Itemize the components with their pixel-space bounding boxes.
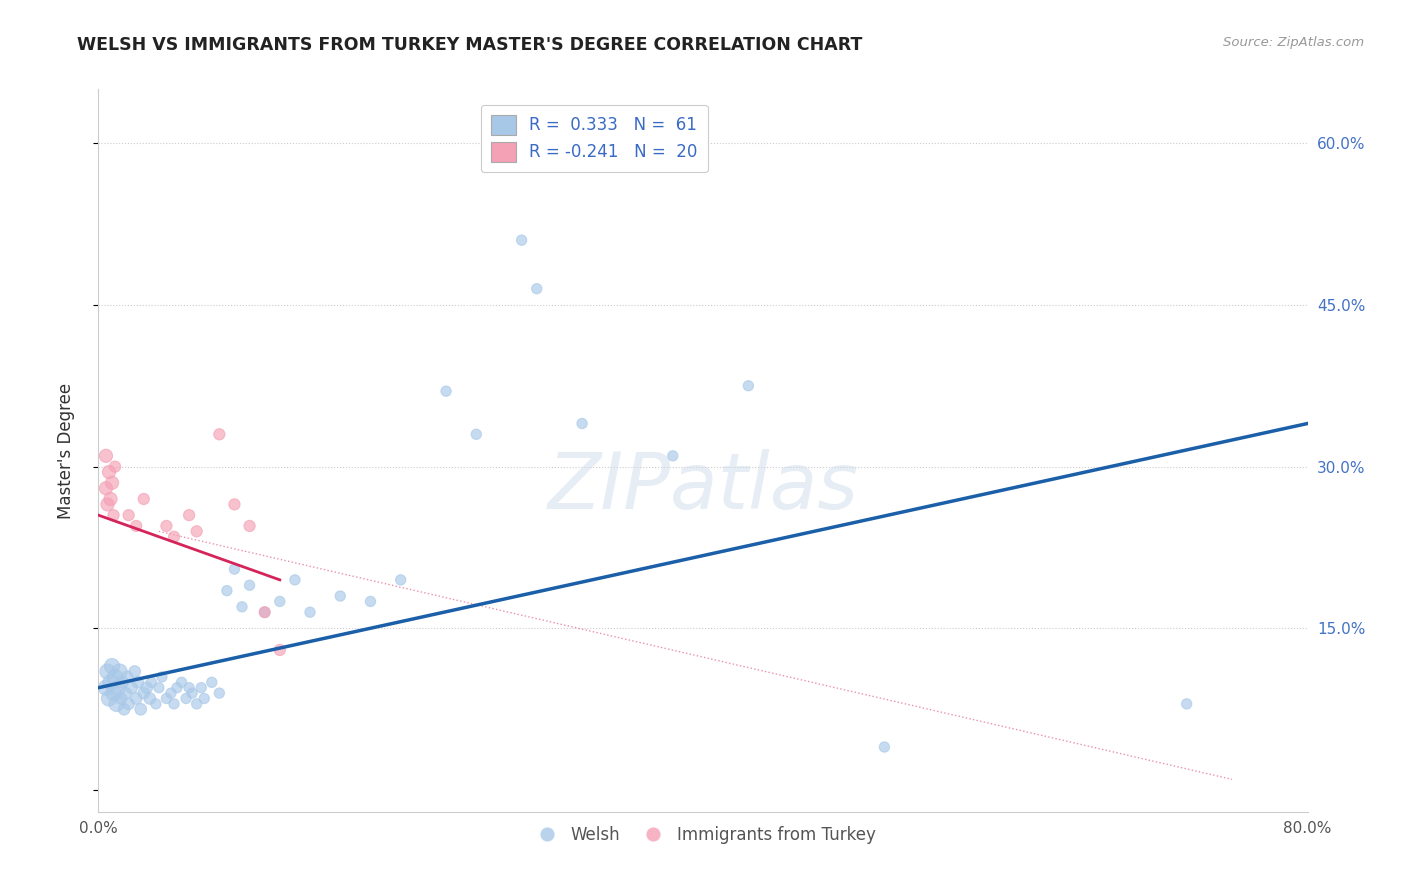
Point bbox=[434, 384, 457, 399]
Point bbox=[215, 583, 238, 598]
Point bbox=[115, 670, 138, 684]
Point bbox=[100, 675, 122, 690]
Point bbox=[239, 578, 262, 592]
Point bbox=[465, 427, 488, 442]
Point bbox=[132, 686, 155, 700]
Point bbox=[208, 427, 231, 442]
Point bbox=[101, 475, 124, 490]
Point bbox=[114, 686, 136, 700]
Point bbox=[100, 491, 122, 506]
Point bbox=[231, 599, 253, 614]
Text: ZIPatlas: ZIPatlas bbox=[547, 449, 859, 524]
Point bbox=[103, 686, 125, 700]
Point bbox=[101, 659, 124, 673]
Point bbox=[873, 739, 896, 754]
Point bbox=[163, 530, 186, 544]
Point bbox=[181, 686, 204, 700]
Point bbox=[224, 562, 246, 576]
Point bbox=[121, 681, 143, 695]
Point bbox=[269, 594, 291, 608]
Point bbox=[124, 665, 146, 679]
Point bbox=[98, 691, 121, 706]
Point bbox=[105, 697, 128, 711]
Point bbox=[141, 675, 163, 690]
Point bbox=[253, 605, 276, 619]
Point bbox=[329, 589, 352, 603]
Point bbox=[110, 691, 132, 706]
Point bbox=[94, 481, 117, 495]
Point bbox=[510, 233, 533, 247]
Point bbox=[526, 282, 548, 296]
Point bbox=[160, 686, 183, 700]
Point bbox=[94, 681, 117, 695]
Point bbox=[269, 643, 291, 657]
Point bbox=[127, 675, 149, 690]
Point bbox=[166, 681, 188, 695]
Point bbox=[186, 697, 208, 711]
Point bbox=[112, 702, 135, 716]
Point bbox=[179, 681, 201, 695]
Point bbox=[104, 459, 127, 474]
Point bbox=[98, 465, 121, 479]
Point bbox=[132, 491, 155, 506]
Point bbox=[239, 519, 262, 533]
Point bbox=[111, 675, 134, 690]
Point bbox=[179, 508, 201, 523]
Point bbox=[571, 417, 593, 431]
Point bbox=[253, 605, 276, 619]
Point bbox=[299, 605, 322, 619]
Point bbox=[208, 686, 231, 700]
Point bbox=[148, 681, 170, 695]
Point bbox=[118, 508, 141, 523]
Point bbox=[107, 681, 129, 695]
Point bbox=[118, 697, 141, 711]
Point bbox=[201, 675, 224, 690]
Point bbox=[129, 702, 152, 716]
Point bbox=[96, 665, 118, 679]
Point bbox=[150, 670, 173, 684]
Point bbox=[186, 524, 208, 539]
Point bbox=[155, 519, 177, 533]
Point bbox=[174, 691, 197, 706]
Point bbox=[108, 665, 131, 679]
Text: Source: ZipAtlas.com: Source: ZipAtlas.com bbox=[1223, 36, 1364, 49]
Point bbox=[737, 378, 759, 392]
Point bbox=[170, 675, 193, 690]
Text: WELSH VS IMMIGRANTS FROM TURKEY MASTER'S DEGREE CORRELATION CHART: WELSH VS IMMIGRANTS FROM TURKEY MASTER'S… bbox=[77, 36, 863, 54]
Point bbox=[103, 508, 125, 523]
Point bbox=[163, 697, 186, 711]
Point bbox=[360, 594, 382, 608]
Point bbox=[193, 691, 215, 706]
Point bbox=[145, 697, 167, 711]
Point bbox=[155, 691, 177, 706]
Point bbox=[190, 681, 212, 695]
Point bbox=[96, 497, 118, 511]
Point bbox=[224, 497, 246, 511]
Point bbox=[125, 519, 148, 533]
Point bbox=[661, 449, 683, 463]
Point bbox=[139, 691, 162, 706]
Point bbox=[94, 449, 117, 463]
Y-axis label: Master's Degree: Master's Degree bbox=[56, 383, 75, 518]
Point bbox=[135, 681, 157, 695]
Point bbox=[125, 691, 148, 706]
Point bbox=[284, 573, 307, 587]
Point bbox=[104, 670, 127, 684]
Point bbox=[1175, 697, 1198, 711]
Point bbox=[389, 573, 412, 587]
Legend: Welsh, Immigrants from Turkey: Welsh, Immigrants from Turkey bbox=[524, 819, 882, 850]
